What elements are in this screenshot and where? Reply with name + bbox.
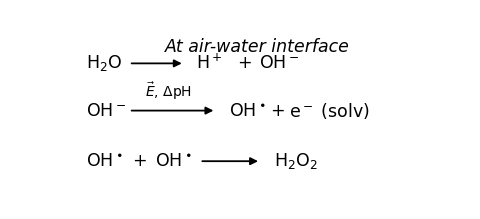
Text: OH$^\bullet$: OH$^\bullet$ xyxy=(155,152,192,170)
Text: H$^+$: H$^+$ xyxy=(196,54,222,73)
Text: +: + xyxy=(132,152,147,170)
Text: H$_2$O: H$_2$O xyxy=(86,53,122,73)
Text: At air-water interface: At air-water interface xyxy=(165,38,349,56)
Text: OH$^-$: OH$^-$ xyxy=(259,54,299,72)
Text: $\vec{E}$, $\Delta$pH: $\vec{E}$, $\Delta$pH xyxy=(145,80,192,102)
Text: OH$^\bullet$: OH$^\bullet$ xyxy=(229,102,266,120)
Text: e$^-$ (solv): e$^-$ (solv) xyxy=(289,101,370,121)
Text: +: + xyxy=(270,102,285,120)
Text: OH$^\bullet$: OH$^\bullet$ xyxy=(86,152,123,170)
Text: OH$^-$: OH$^-$ xyxy=(86,102,126,120)
Text: +: + xyxy=(237,54,252,72)
Text: H$_2$O$_2$: H$_2$O$_2$ xyxy=(274,151,318,171)
